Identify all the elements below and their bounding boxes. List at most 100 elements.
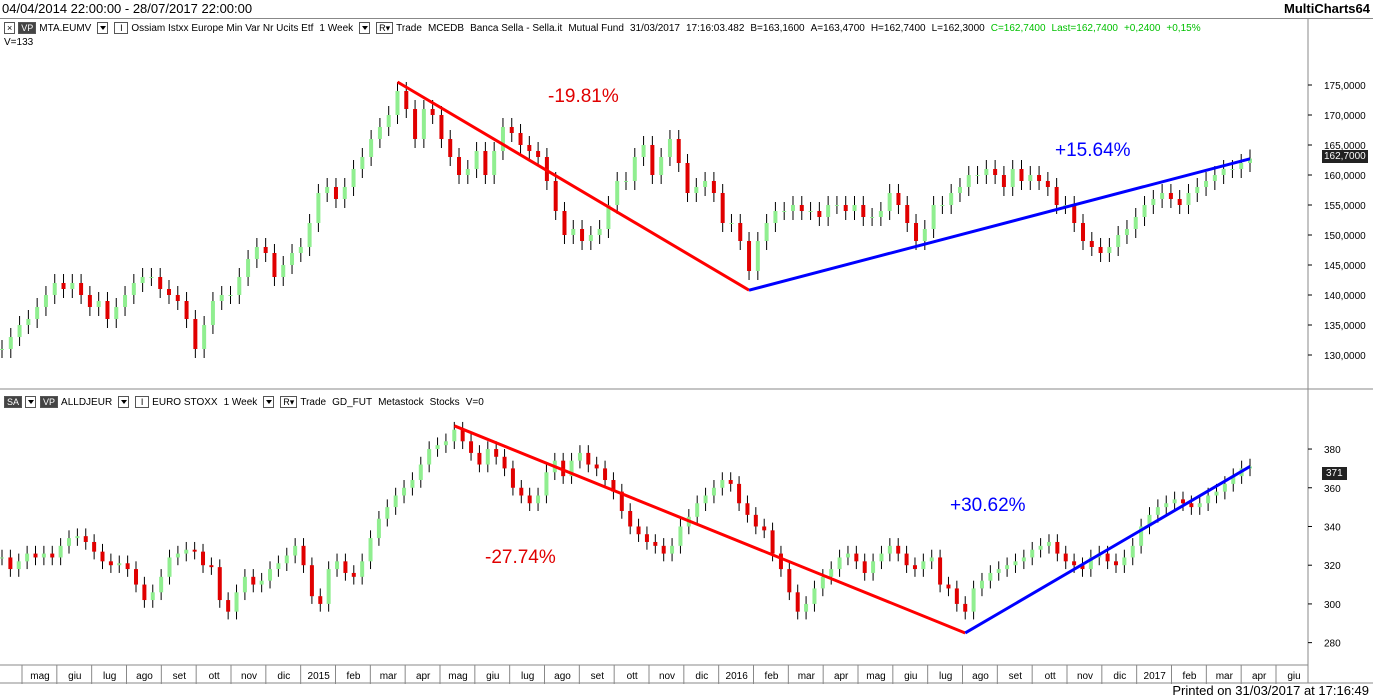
candle-body	[845, 553, 850, 558]
panel2-annotation-down: -27.74%	[485, 547, 556, 568]
candle-body	[393, 495, 398, 508]
candle-body	[228, 295, 233, 296]
resolution-dropdown-2[interactable]	[263, 396, 275, 408]
candle-body	[316, 193, 321, 223]
candle-body	[8, 557, 13, 570]
candle-body	[485, 449, 490, 465]
candle-body	[544, 472, 549, 496]
panel1-symbol: MTA.EUMV	[39, 22, 92, 34]
vp-button[interactable]: VP	[18, 22, 37, 34]
candle-body	[167, 557, 172, 577]
candle-body	[1147, 514, 1152, 527]
x-tick-label: set	[591, 671, 605, 682]
sa-dropdown[interactable]	[25, 396, 37, 408]
candle-body	[1046, 541, 1051, 546]
candle-body	[452, 429, 457, 442]
candle-body	[594, 464, 599, 469]
candle-body	[377, 127, 382, 139]
candle-body	[762, 526, 767, 531]
resolution-dropdown[interactable]	[359, 22, 371, 34]
candle-body	[259, 580, 264, 585]
candle-body	[16, 561, 21, 570]
x-tick-label: dic	[695, 671, 708, 682]
y-tick-label: 170,0000	[1324, 111, 1366, 122]
candle-body	[1206, 495, 1211, 504]
candle-body	[820, 576, 825, 589]
candle-body	[134, 569, 139, 585]
candle-body	[290, 253, 295, 265]
panel2-trade: Trade	[300, 396, 327, 408]
candle-body	[281, 265, 286, 277]
candle-body	[1142, 205, 1147, 217]
candle-body	[905, 205, 910, 223]
candle-body	[597, 229, 602, 235]
candle-body	[745, 503, 750, 515]
candle-body	[342, 187, 347, 199]
candle-body	[577, 452, 582, 461]
candle-body	[650, 145, 655, 175]
candle-body	[527, 145, 532, 151]
x-tick-label: giu	[68, 671, 81, 682]
candle-body	[335, 561, 340, 570]
window-title-bar: 04/04/2014 22:00:00 - 28/07/2017 22:00:0…	[0, 0, 1373, 19]
candle-body	[711, 181, 716, 193]
x-tick-label: mag	[866, 671, 885, 682]
panel2-header: SA VP ALLDJEUR I EURO STOXX 1 Week R▾ Tr…	[4, 395, 490, 409]
candle-body	[1072, 205, 1077, 223]
candle-body	[35, 307, 40, 319]
candle-body	[477, 452, 482, 465]
indicator-toggle-icon-2[interactable]: I	[135, 396, 150, 408]
y-tick-label: 135,0000	[1324, 321, 1366, 332]
candle-body	[1195, 187, 1200, 193]
x-tick-label: 2016	[726, 671, 749, 682]
candle-body	[852, 205, 857, 211]
candle-body	[611, 480, 616, 492]
symbol-dropdown[interactable]	[97, 22, 109, 34]
candle-body	[1089, 241, 1094, 247]
candle-body	[404, 91, 409, 109]
trend-line-down	[396, 80, 750, 292]
candle-body	[773, 211, 778, 223]
x-tick-label: ott	[209, 671, 220, 682]
symbol-dropdown-2[interactable]	[118, 396, 130, 408]
x-tick-label: lug	[939, 671, 952, 682]
candle-body	[624, 181, 628, 182]
candle-body	[527, 495, 532, 504]
y-tick-label: 340	[1324, 522, 1341, 533]
candle-body	[790, 205, 795, 211]
r-button[interactable]: R▾	[376, 22, 394, 34]
candle-body	[439, 115, 444, 139]
candle-body	[309, 565, 314, 597]
sa-button[interactable]: SA	[4, 396, 23, 408]
candle-body	[1172, 499, 1177, 504]
panel1-price-label: 162,7000	[1322, 150, 1368, 163]
candle-body	[632, 157, 637, 181]
panel1-low: L=162,3000	[931, 22, 985, 34]
candle-body	[912, 565, 917, 570]
candle-body	[808, 211, 813, 212]
candle-body	[921, 561, 926, 570]
candle-body	[418, 464, 423, 481]
candle-body	[175, 553, 180, 558]
close-button[interactable]: ×	[4, 22, 16, 34]
x-tick-label: ago	[972, 671, 989, 682]
candle-body	[636, 526, 641, 535]
candle-body	[619, 491, 624, 511]
r-button-2[interactable]: R▾	[280, 396, 298, 408]
candle-body	[500, 127, 505, 151]
candle-body	[1063, 205, 1068, 206]
vp-button-2[interactable]: VP	[40, 396, 59, 408]
trend-line-up	[964, 465, 1251, 635]
candle-body	[1122, 557, 1127, 566]
candle-body	[580, 229, 585, 241]
indicator-toggle-icon[interactable]: I	[114, 22, 129, 34]
x-tick-label: nov	[241, 671, 257, 682]
x-tick-label: nov	[1077, 671, 1093, 682]
panel1-change: +0,2400	[1123, 22, 1161, 34]
candle-body	[263, 247, 268, 253]
candle-body	[448, 139, 453, 157]
panel1-volume: V=133	[4, 37, 34, 48]
candle-body	[1088, 557, 1093, 570]
candle-body	[105, 301, 110, 319]
